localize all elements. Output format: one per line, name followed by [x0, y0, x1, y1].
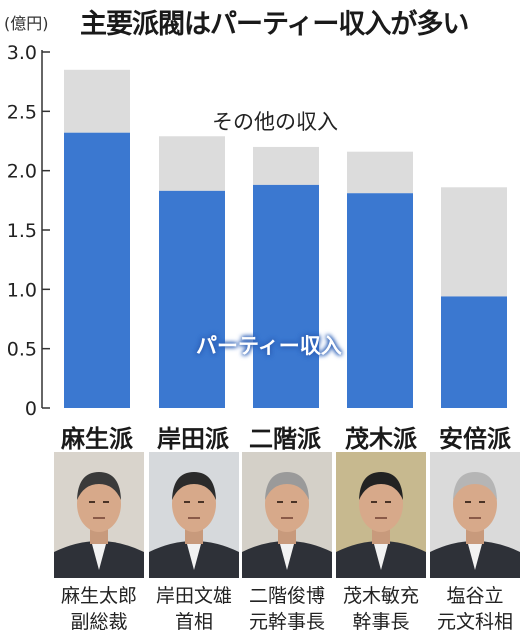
person-role: 首相 [174, 611, 213, 633]
stacked-bar-chart: 0 0.5 1.0 1.5 2.0 2.5 3.0 [7, 42, 507, 420]
annotation-other-income: その他の収入 [212, 110, 338, 134]
portrait-photo [336, 452, 426, 578]
person-role: 元幹事長 [248, 611, 325, 633]
bar-other-income [347, 151, 413, 194]
person-name: 茂木敏充 [342, 585, 419, 607]
bars [64, 69, 507, 408]
person-name: 塩谷立 [446, 585, 504, 607]
category-label-kishida: 岸田派 [157, 425, 229, 453]
bar-other-income [441, 187, 507, 297]
bar-party-income [64, 132, 130, 408]
bar-other-income [64, 69, 130, 133]
category-label-nikai: 二階派 [249, 425, 321, 453]
y-tick-label: 2.0 [7, 161, 37, 183]
category-label-aso: 麻生派 [61, 425, 133, 453]
bar-other-income [159, 136, 225, 191]
bar-party-income [253, 184, 319, 408]
bar-other-income [253, 146, 319, 185]
bar-party-income [441, 296, 507, 408]
y-tick-label: 0.5 [7, 339, 37, 361]
y-axis-unit: (億円) [4, 14, 49, 33]
person-role: 元文科相 [436, 611, 513, 633]
person-caption: 岸田文雄 首相 [144, 583, 244, 635]
portrait-photo [430, 452, 520, 578]
portrait-photo [242, 452, 332, 578]
person-caption: 麻生太郎 副総裁 [49, 583, 149, 635]
person-role: 幹事長 [352, 611, 410, 633]
person-role: 副総裁 [70, 611, 128, 633]
portrait-photo [54, 452, 144, 578]
y-tick-label: 1.5 [7, 220, 37, 242]
category-label-motegi: 茂木派 [345, 425, 417, 453]
y-tick-label: 2.5 [7, 101, 37, 123]
y-axis: 0 0.5 1.0 1.5 2.0 2.5 3.0 [7, 42, 50, 420]
person-caption: 塩谷立 元文科相 [425, 583, 525, 635]
person-caption: 茂木敏充 幹事長 [331, 583, 431, 635]
chart-title: 主要派閥はパーティー収入が多い [80, 9, 469, 40]
person-name: 麻生太郎 [60, 585, 137, 607]
person-name: 岸田文雄 [155, 585, 232, 607]
bar-party-income [159, 190, 225, 408]
portrait-photo [149, 452, 239, 578]
annotation-party-income: パーティー収入 [196, 334, 342, 358]
y-tick-label: 0 [25, 398, 37, 420]
y-tick-label: 3.0 [7, 42, 37, 64]
category-label-abe: 安倍派 [439, 425, 511, 453]
person-caption: 二階俊博 元幹事長 [237, 583, 337, 635]
y-tick-label: 1.0 [7, 279, 37, 301]
bar-party-income [347, 193, 413, 408]
person-name: 二階俊博 [248, 585, 325, 607]
